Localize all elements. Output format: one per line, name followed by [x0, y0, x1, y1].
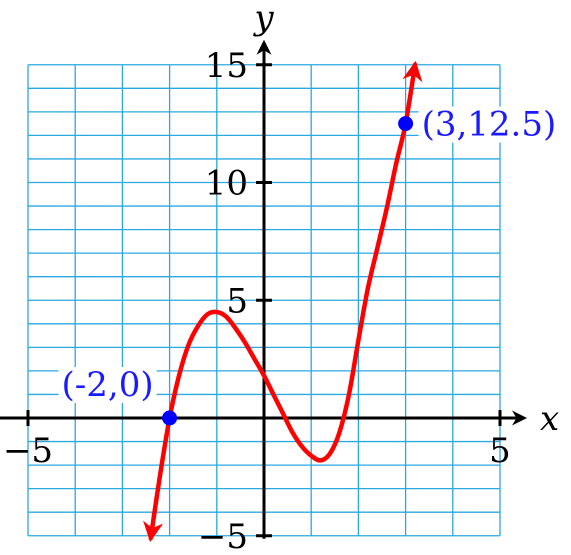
y-tick-label: 10 [205, 164, 248, 204]
y-tick-label: −5 [198, 517, 248, 555]
labels-layer: −5 5 −5 5 10 15 x y (-2,0) (3,12.5) [3, 0, 560, 555]
point-marker [162, 410, 178, 426]
x-tick-label: −5 [3, 431, 53, 471]
x-axis-label: x [540, 399, 559, 439]
point-label-background [418, 106, 560, 143]
y-axis-label: y [252, 0, 274, 38]
point-label: (3,12.5) [422, 105, 557, 145]
x-tick-label: 5 [489, 431, 511, 471]
y-tick-label: 5 [226, 281, 248, 321]
y-tick-label: 15 [205, 46, 248, 86]
function-curve [143, 60, 423, 543]
curve-layer [143, 60, 423, 543]
points-layer [162, 116, 414, 426]
point-label-background [58, 367, 157, 403]
point-label: (-2,0) [62, 365, 154, 405]
point-marker [398, 116, 414, 132]
